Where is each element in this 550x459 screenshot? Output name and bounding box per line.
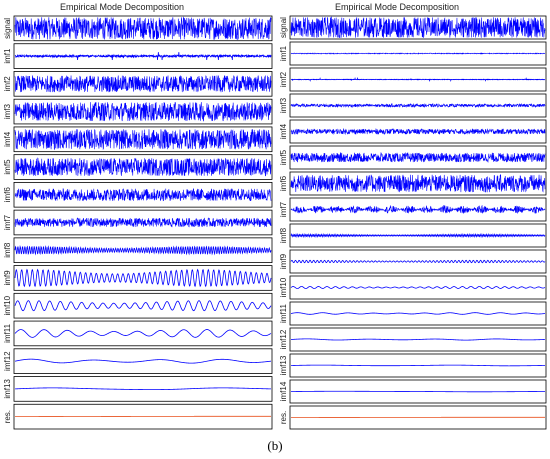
imf-series-line: [290, 364, 545, 367]
imf-row-label: imf6: [3, 187, 12, 203]
imf-row-label: imf4: [3, 131, 12, 147]
imf-row-label: imf7: [279, 201, 288, 217]
imf-series-line: [14, 217, 272, 228]
imf-axes-frame: [289, 145, 547, 170]
imf-row-label: imf3: [279, 97, 288, 113]
imf-row-label: imf8: [3, 242, 12, 258]
imf-row-label: imf10: [279, 277, 288, 297]
imf-series-line: [290, 204, 546, 214]
imf-row-label: imf5: [3, 159, 12, 175]
imf-row-label: imf12: [3, 351, 12, 371]
imf-series-line: [14, 52, 272, 61]
imf-series-line: [14, 268, 272, 288]
imf-row-label: imf11: [279, 303, 288, 323]
imf-series-line: [14, 245, 272, 256]
imf-row-label: imf12: [279, 329, 288, 349]
imf-series-line: [290, 102, 546, 109]
imf-series-line: [290, 151, 546, 163]
imf-row-label: imf2: [3, 76, 12, 92]
right-panel-title: Empirical Mode Decomposition: [335, 2, 460, 12]
imf-row-label: imf4: [279, 123, 288, 139]
imf-series-line: [291, 390, 545, 393]
imf-row-label: imf1: [3, 48, 12, 64]
imf-series-line: [14, 101, 272, 122]
imf-row-label: imf6: [279, 175, 288, 191]
imf-row-label: imf3: [3, 103, 12, 119]
imf-row-label: imf11: [3, 323, 12, 343]
imf-row-label: imf5: [279, 149, 288, 165]
imf-series-line: [290, 259, 546, 264]
imf-series-line: [14, 75, 272, 93]
imf-row-label: signal: [3, 18, 12, 39]
imf-series-line: [14, 157, 272, 177]
figure-caption: (b): [267, 438, 283, 453]
imf-series-line: [290, 286, 546, 289]
imf-row-label: imf8: [279, 227, 288, 243]
imf-row-label: imf13: [279, 355, 288, 375]
imf-row-label: imf7: [3, 214, 12, 230]
imf-row-label: imf13: [3, 379, 12, 399]
imf-row-label: imf1: [279, 45, 288, 61]
imf-series-line: [290, 127, 546, 135]
imf-row-label: signal: [279, 17, 288, 38]
imf-series-line: [14, 329, 272, 338]
imf-row-label: res.: [3, 410, 12, 423]
imf-axes-frame: [13, 376, 273, 402]
imf-row-label: imf10: [3, 295, 12, 315]
left-panel-title: Empirical Mode Decomposition: [60, 2, 185, 12]
emd-plots: signal imf1 imf2 imf3 imf4 imf5 imf6 imf7 imf8 im…: [3, 15, 547, 430]
imf-series-line: [14, 16, 272, 41]
imf-series-line: [14, 300, 272, 312]
imf-series-line: [14, 387, 272, 391]
imf-row-label: imf14: [279, 381, 288, 401]
imf-series-line: [14, 188, 272, 202]
imf-series-line: [290, 174, 546, 193]
imf-series-line: [290, 52, 546, 55]
imf-row-label: imf9: [3, 270, 12, 286]
imf-series-line: [290, 16, 546, 39]
imf-series-line: [290, 232, 546, 239]
imf-row-label: imf2: [279, 71, 288, 87]
imf-row-label: res.: [279, 411, 288, 424]
imf-series-line: [290, 312, 546, 315]
imf-series-line: [290, 76, 546, 83]
imf-series-line: [290, 338, 546, 341]
imf-series-line: [14, 128, 272, 151]
imf-series-line: [14, 358, 272, 364]
imf-row-label: imf9: [279, 253, 288, 269]
